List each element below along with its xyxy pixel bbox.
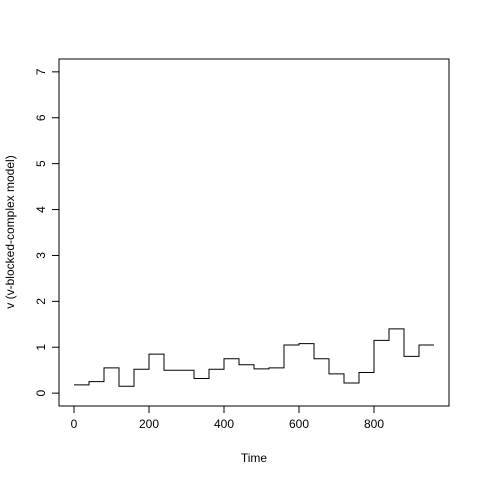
y-tick-label: 6 (34, 114, 48, 121)
x-tick-label: 0 (71, 417, 78, 431)
series-group (74, 328, 434, 387)
x-tick-label: 600 (289, 417, 309, 431)
y-tick-label: 1 (34, 344, 48, 351)
x-tick-label: 400 (214, 417, 234, 431)
y-tick-label: 0 (34, 389, 48, 396)
x-axis: 0 200 400 600 800 (71, 405, 384, 431)
y-axis: 0 1 2 3 4 5 6 7 (34, 68, 60, 396)
x-axis-title: Time (241, 451, 268, 465)
y-axis-title: v (v-blocked-complex model) (3, 155, 17, 308)
y-tick-label: 3 (34, 252, 48, 259)
y-tick-label: 5 (34, 160, 48, 167)
x-tick-label: 800 (364, 417, 384, 431)
y-tick-label: 4 (34, 206, 48, 213)
y-tick-label: 7 (34, 68, 48, 75)
x-tick-label: 200 (139, 417, 159, 431)
y-tick-label: 2 (34, 298, 48, 305)
series-line (74, 328, 434, 387)
